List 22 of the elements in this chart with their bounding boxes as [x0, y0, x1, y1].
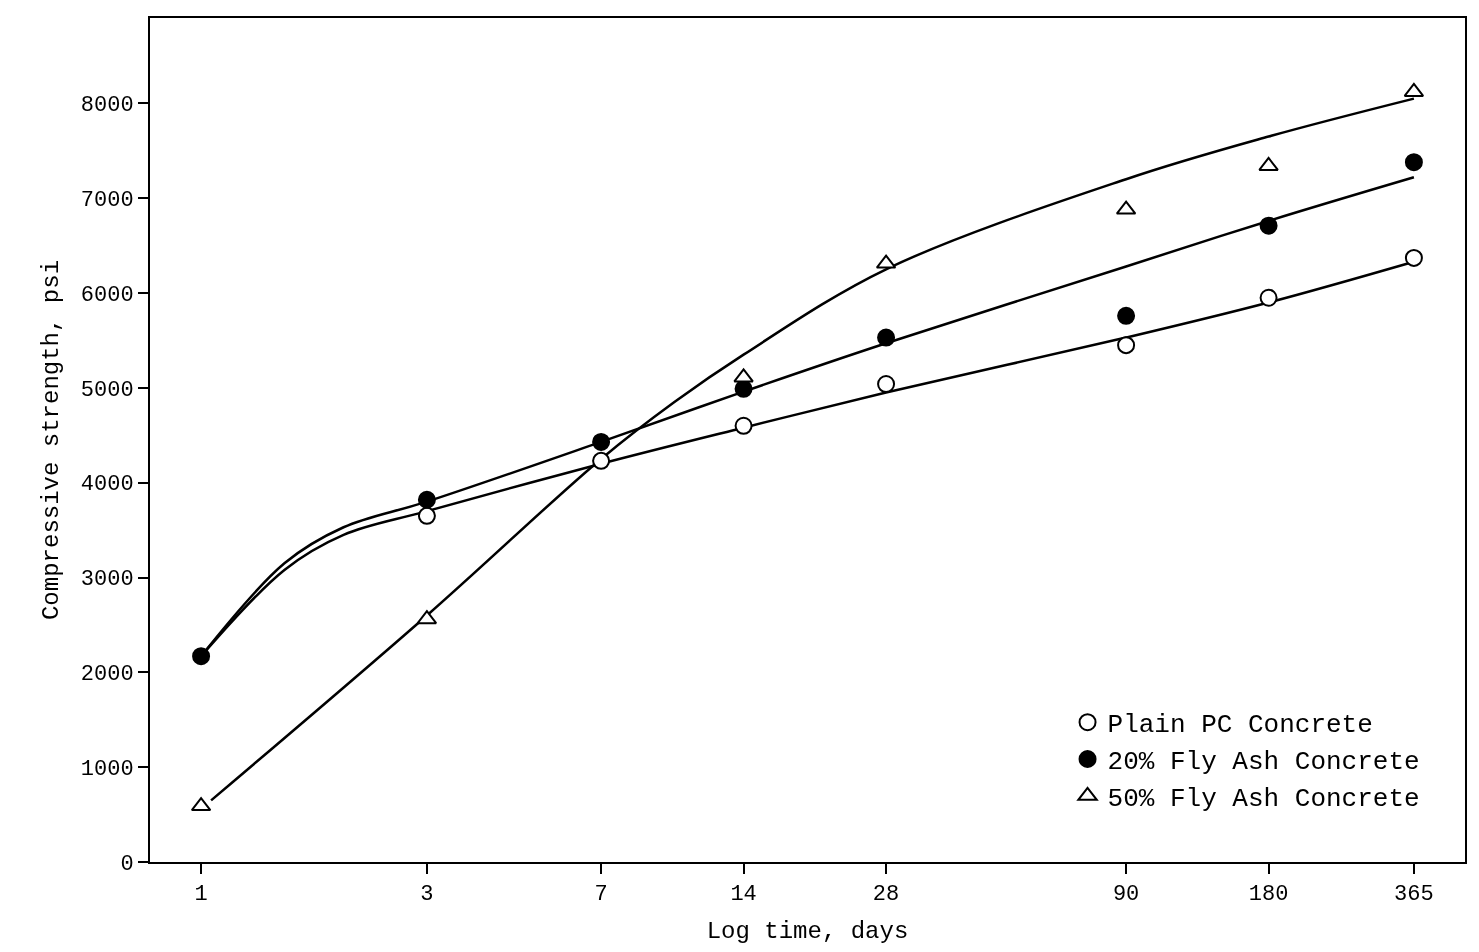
legend-label: 50% Fly Ash Concrete [1107, 783, 1420, 814]
y-tick-label: 3000 [80, 567, 134, 593]
x-tick-label: 1 [194, 882, 208, 908]
x-tick-label: 3 [420, 882, 434, 908]
y-tick-label: 5000 [80, 377, 134, 403]
x-tick-label: 7 [594, 882, 608, 908]
y-tick-label: 8000 [80, 93, 134, 119]
x-tick-label: 180 [1248, 882, 1289, 908]
y-tick-label: 4000 [80, 472, 134, 498]
y-axis-title: Compressive strength, psi [38, 259, 66, 621]
y-tick-label: 2000 [80, 662, 134, 688]
x-tick-label: 14 [730, 882, 757, 908]
x-tick-label: 365 [1394, 882, 1434, 908]
y-tick-label: 7000 [80, 187, 134, 213]
y-tick-label: 0 [120, 851, 134, 877]
x-tick-label: 90 [1112, 882, 1140, 908]
y-tick-label: 1000 [80, 756, 134, 782]
legend-label: Plain PC Concrete [1107, 710, 1373, 741]
x-tick-label: 28 [872, 882, 900, 908]
x-axis-title: Log time, days [706, 918, 909, 946]
y-tick-label: 6000 [80, 282, 134, 308]
legend-label: 20% Fly Ash Concrete [1107, 747, 1420, 778]
